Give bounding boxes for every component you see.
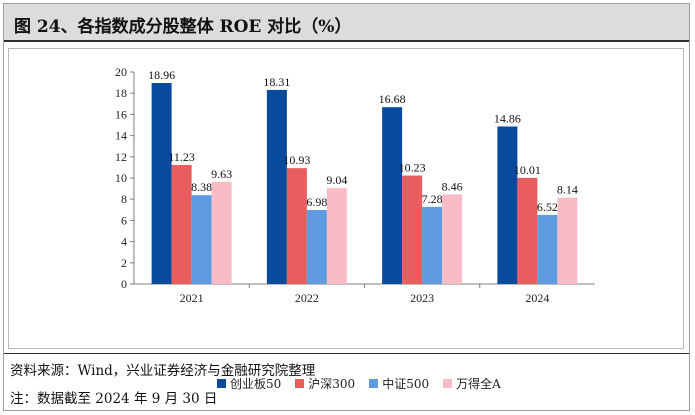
- title-bar: 图 24、各指数成分股整体 ROE 对比（%）: [4, 4, 689, 40]
- data-label: 7.28: [422, 192, 443, 206]
- legend-item: 创业板50: [217, 375, 281, 392]
- legend-label: 万得全A: [456, 377, 501, 391]
- legend-swatch: [369, 379, 379, 388]
- data-label: 8.14: [557, 183, 578, 197]
- x-tick-label: 2023: [410, 291, 434, 305]
- data-label: 18.31: [263, 75, 290, 89]
- data-label: 16.68: [379, 92, 406, 106]
- bar: [266, 89, 287, 284]
- legend-item: 万得全A: [443, 375, 501, 392]
- bar: [151, 83, 172, 284]
- bar: [497, 126, 518, 284]
- bar: [422, 206, 443, 284]
- x-tick-label: 2022: [295, 291, 319, 305]
- bar: [557, 197, 578, 284]
- legend-item: 中证500: [369, 375, 429, 392]
- legend-swatch: [217, 379, 226, 388]
- data-label: 10.93: [283, 153, 310, 167]
- legend-label: 中证500: [382, 377, 430, 391]
- chart-container: 0 2 4 6 8 10 12 14 16 18 20 2021 18.96 11.23 8.38 9.63 2…: [8, 48, 684, 391]
- bar: [442, 194, 463, 284]
- y-tick-label: 10: [115, 171, 127, 185]
- chart-legend: 创业板50 沪深300 中证500 万得全A: [217, 375, 501, 392]
- legend-label: 创业板50: [230, 377, 282, 391]
- data-label: 8.46: [442, 179, 463, 193]
- legend-swatch: [295, 379, 305, 388]
- title-rule: [4, 40, 689, 42]
- y-tick-label: 2: [121, 256, 127, 270]
- data-label: 9.04: [326, 173, 347, 187]
- data-label: 18.96: [148, 68, 175, 82]
- bar: [171, 164, 192, 284]
- bar: [191, 195, 212, 284]
- y-tick-label: 8: [121, 192, 127, 206]
- y-tick-label: 0: [121, 277, 127, 291]
- y-tick-label: 6: [121, 213, 127, 227]
- y-tick-label: 12: [115, 150, 127, 164]
- bar-chart: 0 2 4 6 8 10 12 14 16 18 20 2021 18.96 11.23 8.389.63 2…: [115, 65, 595, 305]
- y-tick-label: 16: [115, 107, 127, 121]
- bar: [402, 175, 423, 284]
- legend-item: 沪深300: [295, 375, 355, 392]
- legend-label: 沪深300: [308, 377, 356, 391]
- bar: [517, 177, 538, 284]
- data-label: 11.23: [168, 150, 195, 164]
- x-tick-label: 2021: [180, 291, 204, 305]
- bar: [306, 210, 327, 284]
- data-label: 10.01: [514, 163, 541, 177]
- date-note: 注：数据截至 2024 年 9 月 30 日: [10, 391, 218, 407]
- data-label: 8.38: [191, 180, 212, 194]
- data-label: 6.98: [306, 195, 327, 209]
- figure-frame: [3, 3, 690, 411]
- bar: [382, 107, 403, 284]
- source-note: 资料来源：Wind，兴业证券经济与金融研究院整理: [10, 363, 316, 379]
- bar: [537, 214, 558, 284]
- legend-swatch: [443, 379, 453, 388]
- data-label: 6.52: [537, 200, 558, 214]
- y-tick-label: 14: [115, 129, 127, 143]
- bar: [326, 188, 347, 284]
- data-label: 9.63: [211, 167, 232, 181]
- y-tick-label: 18: [115, 86, 127, 100]
- bar: [211, 181, 232, 284]
- figure-title: 图 24、各指数成分股整体 ROE 对比（%）: [14, 17, 352, 37]
- bar: [286, 168, 307, 284]
- data-label: 14.86: [494, 111, 521, 125]
- footer-rule: [4, 353, 689, 354]
- y-tick-label: 20: [115, 65, 127, 79]
- x-tick-label: 2024: [525, 291, 549, 305]
- y-tick-label: 4: [121, 235, 127, 249]
- data-label: 10.23: [399, 161, 426, 175]
